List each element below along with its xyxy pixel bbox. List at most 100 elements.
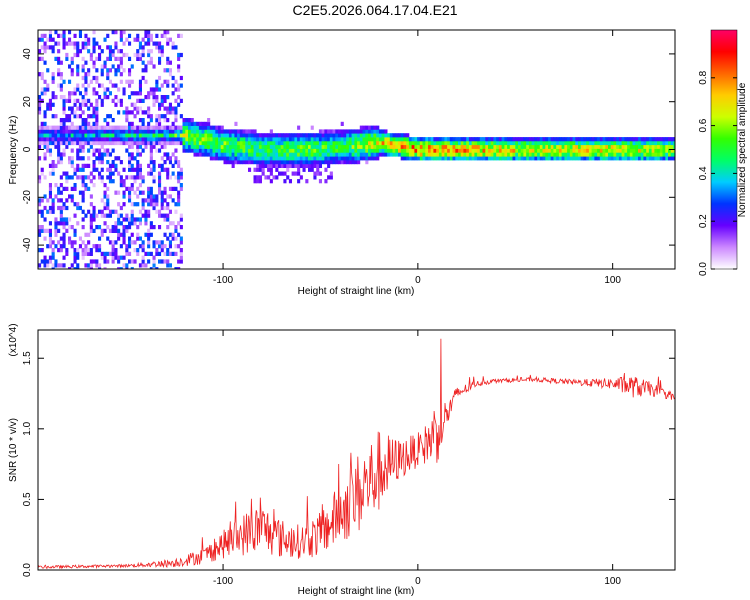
spectrogram-cell [618,152,622,157]
spectrogram-cell [422,137,426,142]
spectrogram-cell [76,68,80,73]
spectrogram-cell [144,209,148,214]
spectrogram-cell [149,91,153,96]
spectrogram-cell [125,133,129,138]
spectrogram-cell [114,225,118,230]
spectrogram-cell [548,152,552,157]
spectrogram-cell [43,137,47,142]
spectrogram-cell [327,152,331,157]
spectrogram-cell [111,163,115,168]
spectrogram-cell [288,179,292,184]
spectrogram-cell [46,37,50,42]
spectrogram-cell [346,152,350,157]
spectrogram-cell [166,205,170,211]
spectrogram-cell [149,152,153,157]
spectrogram-cell [59,33,63,38]
spectrogram-cell [48,152,52,157]
spectrogram-cell [111,52,115,58]
spectrogram-cell [198,148,202,153]
spectrogram-cell [444,156,448,161]
spectrogram-cell [125,175,129,180]
spectrogram-cell [149,137,153,142]
spectrogram-cell [338,129,342,134]
spectrogram-cell [351,152,355,157]
spectrogram-cell [351,133,355,138]
spectrogram-cell [46,83,50,88]
spectrogram-cell [245,133,249,138]
spectrogram-cell [245,129,249,134]
spectrogram-cell [234,137,238,142]
spectrogram-cell [122,232,126,237]
spectrogram-cell [98,148,102,153]
spectrogram-cell [103,87,107,92]
spectrogram-cell [629,144,633,149]
spectrogram-cell [261,156,265,161]
spectrogram-cell [528,156,532,161]
spectrogram-cell [422,148,426,153]
spectrogram-cell [84,37,88,42]
spectrogram-cell [103,64,107,69]
spectrogram-cell [70,72,74,77]
spectrogram-cell [76,114,80,119]
spectrogram-cell [43,217,47,222]
spectrogram-cell [125,140,129,146]
spectrogram-cell [174,106,178,111]
spectrogram-cell [621,144,625,149]
spectrogram-cell [179,167,183,172]
spectrogram-cell [48,171,52,176]
spectrogram-cell [141,129,145,134]
spectrogram-cell [114,140,118,146]
spectrogram-cell [384,129,388,134]
spectrogram-cell [92,129,96,134]
spectrogram-cell [89,267,93,269]
spectrogram-cell [106,95,110,100]
spectrogram-cell [515,156,519,161]
spectrogram-cell [141,255,145,260]
spectrogram-cell [40,75,44,81]
spectrogram-cell [425,137,429,142]
spectrogram-cell [218,144,222,149]
spectrogram-cell [299,152,303,157]
spectrogram-cell [608,148,612,153]
spectrogram-cell [362,140,366,146]
spectrogram-cell [373,125,377,130]
spectrogram-cell [668,137,672,142]
spectrogram-cell [670,140,674,146]
spectrogram-cell [185,133,189,138]
spectrogram-cell [583,152,587,157]
spectrogram-cell [621,148,625,153]
spectrogram-cell [84,248,88,253]
spectrogram-cell [368,125,372,130]
spectrogram-cell [212,152,216,157]
spectrogram-cell [152,240,156,245]
spectrogram-cell [174,186,178,191]
spectrogram-cell [223,160,227,165]
spectrogram-cell [87,251,91,256]
spectrogram-cell [406,144,410,149]
spectrogram-cell [92,87,96,92]
spectrogram-cell [103,118,107,123]
spectrogram-cell [452,140,456,146]
spectrogram-cell [103,183,107,188]
spectrogram-cell [608,144,612,149]
spectrogram-cell [152,205,156,211]
spectrogram-cell [458,152,462,157]
spectrogram-cell [119,49,123,54]
spectrogram-cell [313,133,317,138]
spectrogram-cell [133,217,137,222]
spectrogram-cell [275,156,279,161]
spectrogram-cell [147,114,151,119]
spectrogram-cell [362,156,366,161]
spectrogram-cell [48,190,52,195]
spectrogram-cell [84,79,88,84]
spectrogram-cell [365,133,369,138]
spectrogram-cell [141,248,145,253]
spectrogram-cell [81,95,85,100]
spectrogram-cell [46,244,50,249]
spectrogram-cell [111,251,115,256]
spectrogram-cell [269,137,273,142]
spectrogram-cell [125,118,129,123]
spectrogram-cell [354,148,358,153]
spectrogram-cell [602,140,606,146]
spectrogram-cell [141,205,145,211]
